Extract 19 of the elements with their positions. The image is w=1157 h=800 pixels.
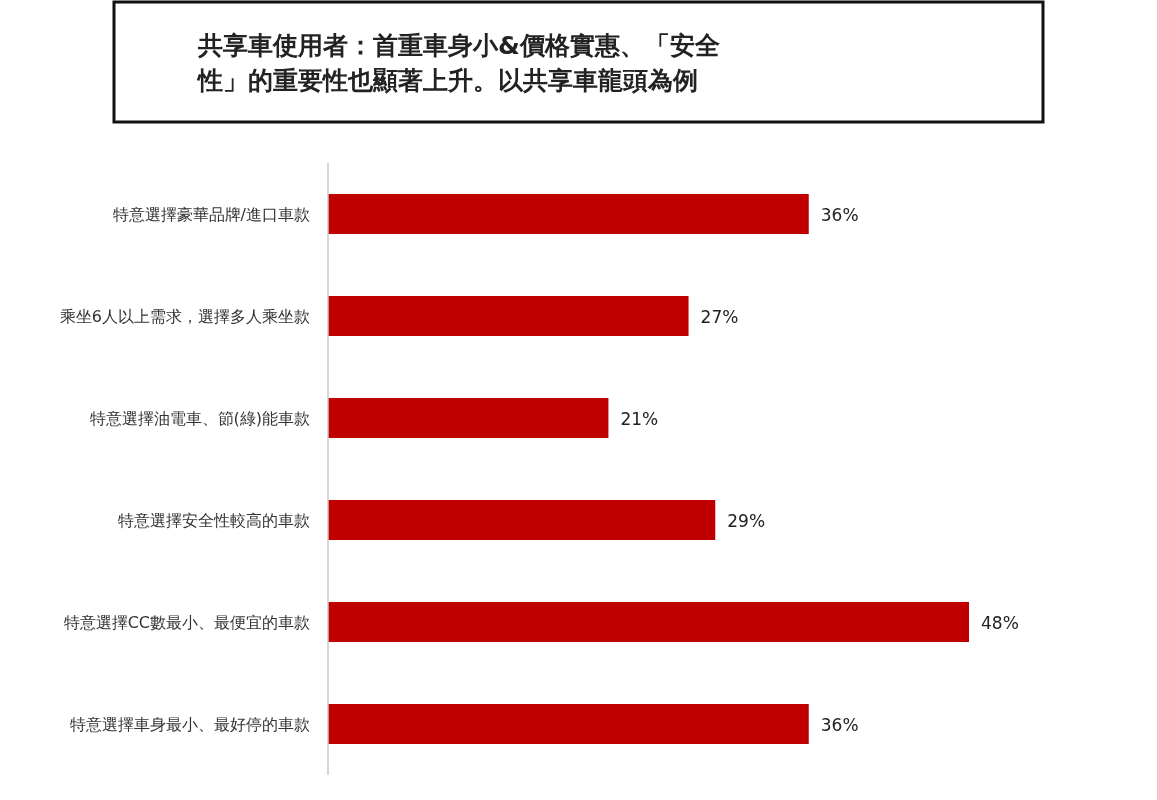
data-label: 27%: [700, 307, 739, 327]
bar: [328, 602, 969, 642]
y-tick-label: 特意選擇車身最小、最好停的車款: [70, 715, 310, 734]
data-label: 36%: [820, 205, 859, 225]
bar: [328, 194, 809, 234]
y-tick-label: 特意選擇油電車、節(綠)能車款: [89, 409, 310, 428]
bar: [328, 296, 689, 336]
data-label: 36%: [820, 715, 859, 735]
bar: [328, 398, 609, 438]
y-tick-label: 特意選擇安全性較高的車款: [118, 511, 310, 530]
bar: [328, 500, 716, 540]
y-tick-label: 特意選擇豪華品牌/進口車款: [112, 205, 310, 224]
bar: [328, 704, 809, 744]
chart-title: 共享車使用者：首重車身小&價格實惠、「安全性」的重要性也顯著上升。以共享車龍頭為例: [198, 30, 721, 97]
data-label: 29%: [727, 511, 766, 531]
data-label: 21%: [620, 409, 659, 429]
y-tick-label: 特意選擇CC數最小、最便宜的車款: [63, 613, 310, 632]
data-label: 48%: [981, 613, 1019, 633]
y-tick-label: 乘坐6人以上需求，選擇多人乘坐款: [59, 307, 310, 326]
